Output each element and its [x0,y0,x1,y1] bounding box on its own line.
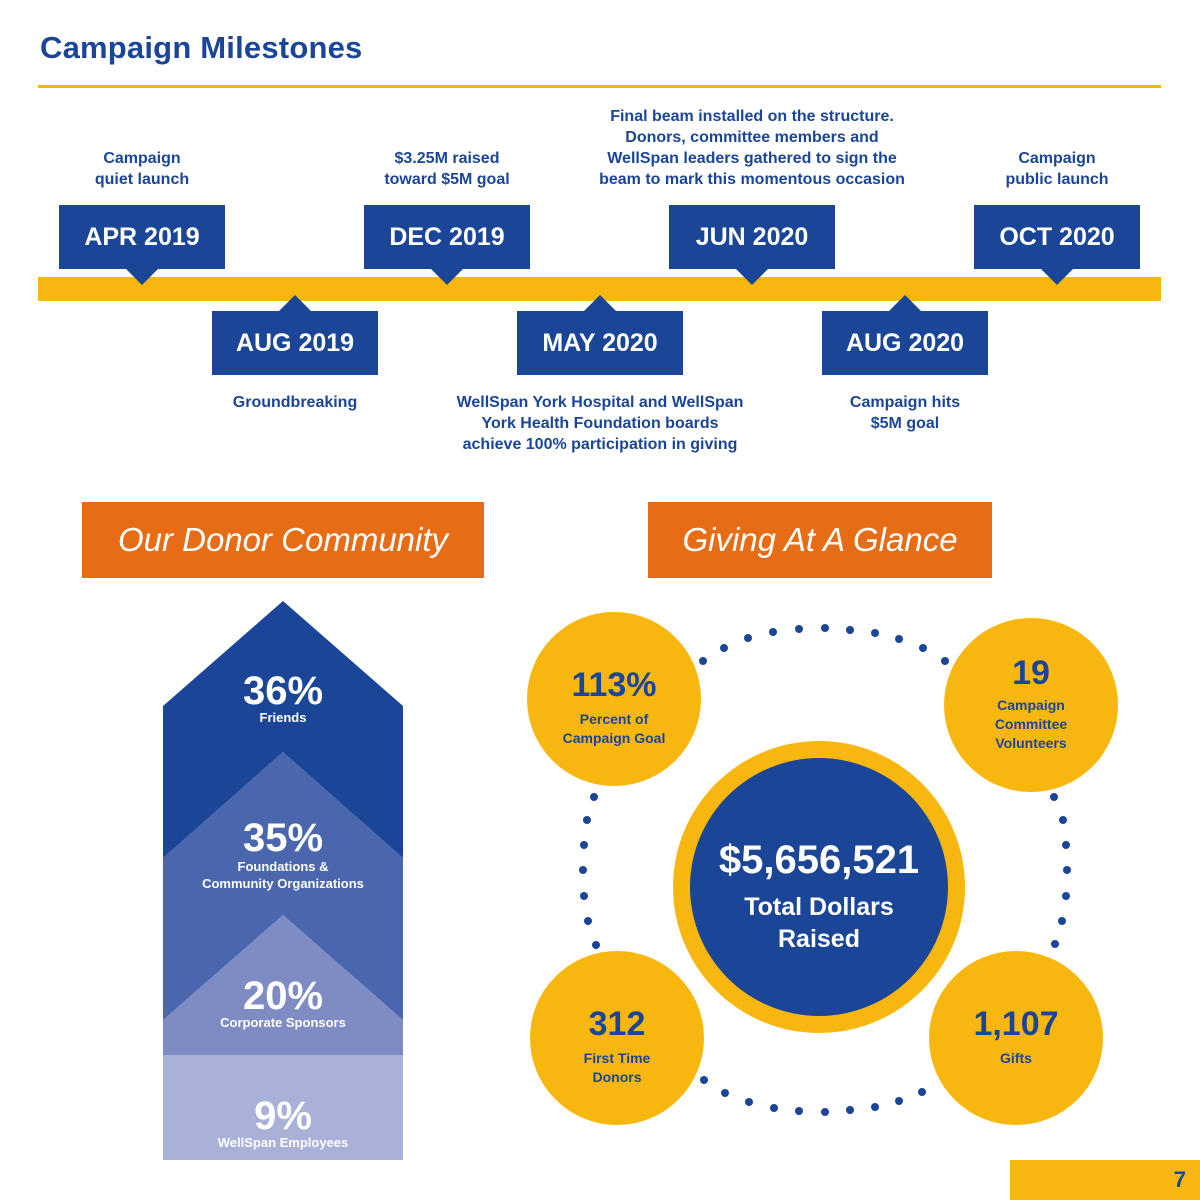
stat-percent-goal-value: 113% [571,666,657,704]
stat-volunteers-value: 19 [1012,654,1050,692]
segment-foundations-label: Foundations & Community Organizations [202,859,364,891]
donor-community-heading: Our Donor Community [82,502,484,578]
page-number-tab: 7 [1010,1160,1200,1200]
total-raised-ring: $5,656,521 Total Dollars Raised [673,741,965,1033]
segment-friends-label: Friends [259,710,307,725]
milestone-caption-aug-2019: Groundbreaking [232,394,358,411]
stat-gifts-label: Gifts [1000,1050,1032,1066]
title-underline [38,85,1161,88]
milestone-caption-apr-2019: Campaign quiet launch [94,150,190,188]
milestone-dec-2019: DEC 2019 [364,205,530,285]
milestone-caption-oct-2020: Campaign public launch [1005,150,1109,188]
stat-percent-goal-label: Percent of Campaign Goal [562,711,666,746]
milestone-caption-may-2020: WellSpan York Hospital and WellSpan York… [456,394,744,453]
stat-volunteers-label: Campaign Committee Volunteers [994,697,1068,751]
milestone-may-2020: MAY 2020 [517,295,683,375]
milestone-caption-dec-2019: $3.25M raised toward $5M goal [384,150,510,188]
segment-friends-percent: 36% [242,669,324,713]
stat-first-time-donors-label: First Time Donors [583,1050,651,1085]
page-number: 7 [1173,1167,1186,1192]
segment-corporate-percent: 20% [242,974,324,1018]
stat-gifts: 1,107 Gifts [929,951,1103,1125]
milestone-caption-aug-2020: Campaign hits $5M goal [849,394,961,432]
stat-first-time-donors: 312 First Time Donors [530,951,704,1125]
milestone-aug-2019: AUG 2019 [212,295,378,375]
segment-corporate-label: Corporate Sponsors [220,1015,346,1030]
giving-heading: Giving At A Glance [648,502,992,578]
stat-percent-goal: 113% Percent of Campaign Goal [527,612,701,786]
stat-volunteers: 19 Campaign Committee Volunteers [944,618,1118,792]
segment-employees-percent: 9% [254,1094,312,1138]
segment-foundations-percent: 35% [242,816,324,860]
milestone-caption-jun-2020: Final beam installed on the structure. D… [599,108,905,188]
total-raised-circle: $5,656,521 Total Dollars Raised [690,758,948,1016]
milestone-jun-2020: JUN 2020 [669,205,835,285]
stat-first-time-donors-value: 312 [588,1005,646,1043]
page-title: Campaign Milestones [40,30,363,65]
milestone-aug-2020: AUG 2020 [822,295,988,375]
total-raised-value: $5,656,521 [718,838,920,882]
segment-employees-label: WellSpan Employees [217,1135,349,1150]
stat-gifts-value: 1,107 [973,1005,1059,1043]
milestone-apr-2019: APR 2019 [59,205,225,285]
milestone-oct-2020: OCT 2020 [974,205,1140,285]
total-raised-label: Total Dollars Raised [744,893,894,953]
